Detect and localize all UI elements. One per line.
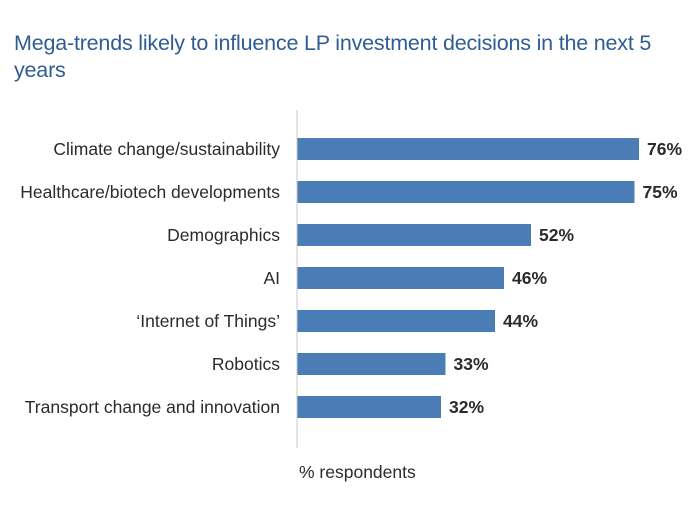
category-label: Robotics: [212, 354, 280, 374]
bar-5: [297, 353, 446, 375]
bars-layer: [297, 138, 639, 418]
chart-title: Mega-trends likely to influence LP inves…: [14, 31, 652, 82]
value-label: 46%: [512, 268, 547, 288]
category-label: ‘Internet of Things’: [136, 311, 280, 331]
bar-0: [297, 138, 639, 160]
category-labels: Climate change/sustainability Healthcare/…: [20, 139, 280, 417]
category-label: Climate change/sustainability: [53, 139, 280, 159]
value-label: 32%: [449, 397, 484, 417]
category-label: Transport change and innovation: [25, 397, 280, 417]
value-label: 75%: [643, 182, 678, 202]
value-label: 33%: [454, 354, 489, 374]
value-label: 76%: [647, 139, 682, 159]
category-label: AI: [263, 268, 280, 288]
bar-2: [297, 224, 531, 246]
value-label: 44%: [503, 311, 538, 331]
bar-4: [297, 310, 495, 332]
value-labels: 76% 75% 52% 46% 44% 33% 32%: [449, 139, 682, 417]
bar-1: [297, 181, 635, 203]
value-label: 52%: [539, 225, 574, 245]
x-axis-title: % respondents: [299, 462, 416, 482]
bar-3: [297, 267, 504, 289]
category-label: Demographics: [167, 225, 280, 245]
bar-6: [297, 396, 441, 418]
category-label: Healthcare/biotech developments: [20, 182, 280, 202]
